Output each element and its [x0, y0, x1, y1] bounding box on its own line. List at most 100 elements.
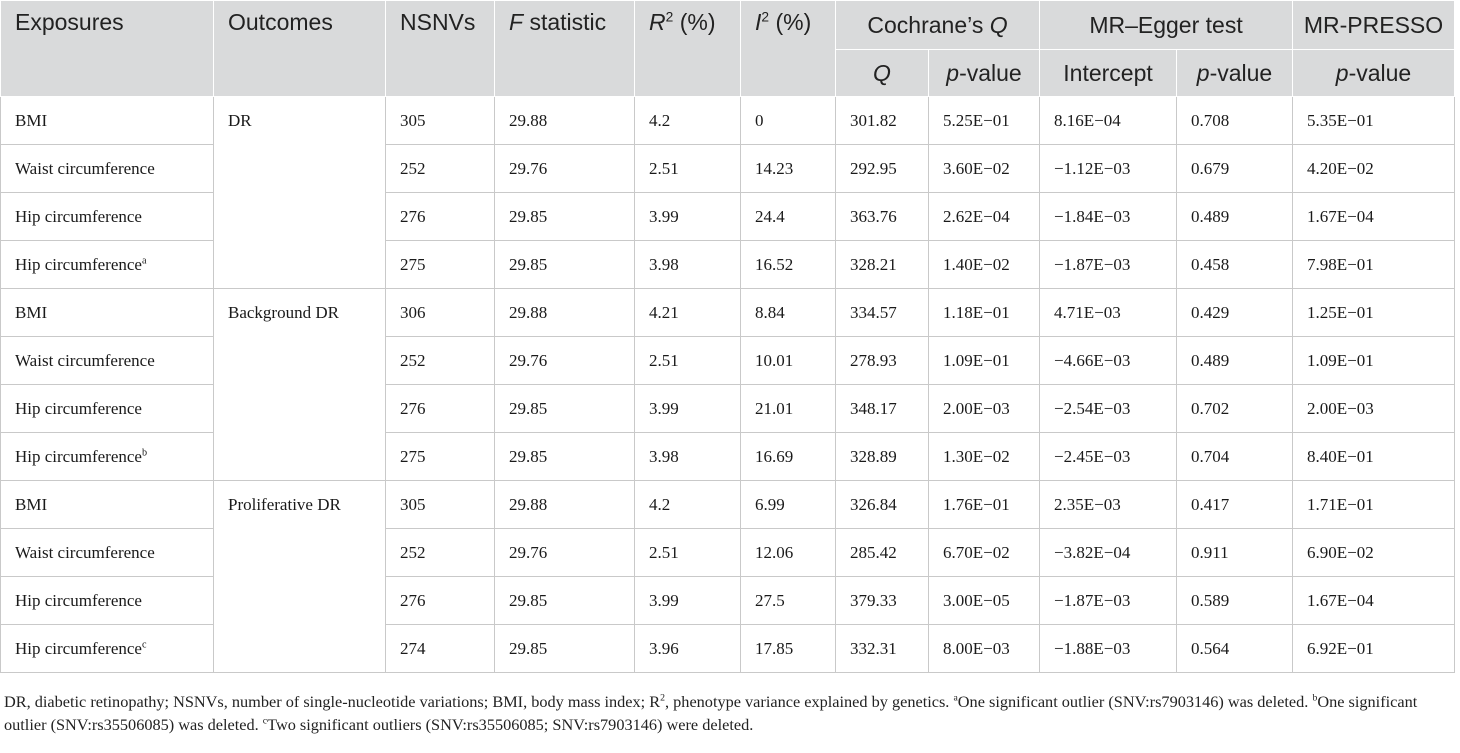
f-statistic-cell: 29.85	[494, 576, 635, 625]
q-pvalue-cell: 1.09E−01	[927, 336, 1041, 385]
col-i2: I2 (%)	[740, 0, 836, 97]
q-pvalue-cell: 1.30E−02	[927, 432, 1041, 481]
subcol-q: Q	[835, 49, 929, 97]
egger-pvalue-cell: 0.911	[1176, 528, 1294, 577]
intercept-cell: −2.54E−03	[1039, 384, 1178, 433]
q-cell: 285.42	[835, 528, 929, 577]
intercept-cell: −3.82E−04	[1039, 528, 1178, 577]
subcol-egger-pvalue: p-value	[1176, 49, 1294, 97]
i2-cell: 14.23	[740, 144, 836, 193]
table-row: Waist circumference 252 29.76 2.51 10.01 278.…	[0, 336, 1456, 385]
r2-cell: 3.98	[634, 240, 741, 289]
i2-cell: 10.01	[740, 336, 836, 385]
presso-pvalue-cell: 1.25E−01	[1292, 288, 1456, 337]
exposure-cell: Waist circumference	[0, 528, 214, 577]
q-cell: 326.84	[835, 480, 929, 529]
table-row: Hip circumferencec 274 29.85 3.96 17.85 332.3…	[0, 624, 1456, 673]
i2-cell: 16.69	[740, 432, 836, 481]
outcome-cell: Proliferative DR	[213, 480, 386, 673]
q-cell: 334.57	[835, 288, 929, 337]
i2-cell: 21.01	[740, 384, 836, 433]
nsnvs-cell: 276	[385, 576, 495, 625]
f-statistic-cell: 29.76	[494, 528, 635, 577]
q-pvalue-cell: 1.40E−02	[927, 240, 1041, 289]
nsnvs-cell: 276	[385, 384, 495, 433]
i2-cell: 16.52	[740, 240, 836, 289]
egger-pvalue-cell: 0.564	[1176, 624, 1294, 673]
egger-pvalue-cell: 0.429	[1176, 288, 1294, 337]
presso-pvalue-cell: 7.98E−01	[1292, 240, 1456, 289]
nsnvs-cell: 305	[385, 96, 495, 145]
table-row: Hip circumference 276 29.85 3.99 27.5 379.33 3…	[0, 576, 1456, 625]
nsnvs-cell: 252	[385, 144, 495, 193]
nsnvs-cell: 275	[385, 240, 495, 289]
table-row: Hip circumferencea 275 29.85 3.98 16.52 328.2…	[0, 240, 1456, 289]
col-outcomes: Outcomes	[213, 0, 386, 97]
table-header: Exposures Outcomes NSNVs F statistic R2 …	[0, 0, 1456, 97]
exposure-cell: Hip circumference	[0, 384, 214, 433]
table-footnote: DR, diabetic retinopathy; NSNVs, number …	[4, 692, 1418, 734]
outcome-cell: Background DR	[213, 288, 386, 481]
q-cell: 379.33	[835, 576, 929, 625]
exposure-cell: BMI	[0, 288, 214, 337]
table-row: Hip circumference 276 29.85 3.99 24.4 363.76 2…	[0, 192, 1456, 241]
nsnvs-cell: 252	[385, 336, 495, 385]
f-statistic-cell: 29.76	[494, 336, 635, 385]
q-cell: 332.31	[835, 624, 929, 673]
q-cell: 348.17	[835, 384, 929, 433]
egger-pvalue-cell: 0.489	[1176, 336, 1294, 385]
q-cell: 363.76	[835, 192, 929, 241]
mr-results-table: Exposures Outcomes NSNVs F statistic R2 …	[0, 0, 1456, 673]
exposure-cell: Hip circumferencea	[0, 240, 214, 289]
q-pvalue-cell: 8.00E−03	[927, 624, 1041, 673]
col-exposures: Exposures	[0, 0, 214, 97]
table-row: Waist circumference 252 29.76 2.51 12.06 285.…	[0, 528, 1456, 577]
r2-cell: 2.51	[634, 144, 741, 193]
q-pvalue-cell: 5.25E−01	[927, 96, 1041, 145]
r2-cell: 4.21	[634, 288, 741, 337]
presso-pvalue-cell: 1.67E−04	[1292, 576, 1456, 625]
q-cell: 278.93	[835, 336, 929, 385]
intercept-cell: 4.71E−03	[1039, 288, 1178, 337]
q-cell: 292.95	[835, 144, 929, 193]
f-statistic-cell: 29.88	[494, 288, 635, 337]
presso-pvalue-cell: 5.35E−01	[1292, 96, 1456, 145]
r2-cell: 4.2	[634, 96, 741, 145]
table-row: Waist circumference 252 29.76 2.51 14.23 292.…	[0, 144, 1456, 193]
r2-cell: 3.99	[634, 384, 741, 433]
r2-cell: 4.2	[634, 480, 741, 529]
q-pvalue-cell: 3.00E−05	[927, 576, 1041, 625]
col-f-statistic: F statistic	[494, 0, 635, 97]
f-statistic-cell: 29.76	[494, 144, 635, 193]
egger-pvalue-cell: 0.589	[1176, 576, 1294, 625]
presso-pvalue-cell: 4.20E−02	[1292, 144, 1456, 193]
outcome-cell: DR	[213, 96, 386, 289]
nsnvs-cell: 252	[385, 528, 495, 577]
exposure-cell: BMI	[0, 480, 214, 529]
f-statistic-cell: 29.85	[494, 240, 635, 289]
i2-cell: 12.06	[740, 528, 836, 577]
table-row: Hip circumferenceb 275 29.85 3.98 16.69 328.8…	[0, 432, 1456, 481]
presso-pvalue-cell: 1.71E−01	[1292, 480, 1456, 529]
nsnvs-cell: 276	[385, 192, 495, 241]
r2-cell: 2.51	[634, 336, 741, 385]
egger-pvalue-cell: 0.417	[1176, 480, 1294, 529]
col-nsnvs: NSNVs	[385, 0, 495, 97]
presso-pvalue-cell: 1.09E−01	[1292, 336, 1456, 385]
i2-cell: 8.84	[740, 288, 836, 337]
f-statistic-cell: 29.85	[494, 192, 635, 241]
intercept-cell: −4.66E−03	[1039, 336, 1178, 385]
intercept-cell: −2.45E−03	[1039, 432, 1178, 481]
table-row: BMI Background DR 306 29.88 4.21 8.84 334.57 1.…	[0, 288, 1456, 481]
q-cell: 328.89	[835, 432, 929, 481]
nsnvs-cell: 305	[385, 480, 495, 529]
q-pvalue-cell: 1.18E−01	[927, 288, 1041, 337]
f-statistic-cell: 29.85	[494, 432, 635, 481]
q-pvalue-cell: 2.62E−04	[927, 192, 1041, 241]
col-mr-presso: MR-PRESSO	[1292, 0, 1456, 50]
q-cell: 301.82	[835, 96, 929, 145]
r2-cell: 3.99	[634, 576, 741, 625]
presso-pvalue-cell: 1.67E−04	[1292, 192, 1456, 241]
r2-cell: 3.98	[634, 432, 741, 481]
egger-pvalue-cell: 0.704	[1176, 432, 1294, 481]
